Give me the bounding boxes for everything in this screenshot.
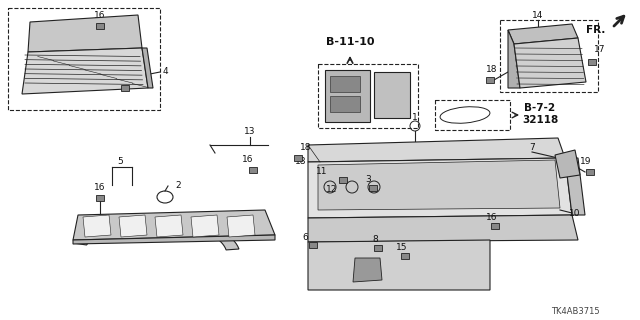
Text: 18: 18	[294, 157, 306, 166]
Polygon shape	[374, 72, 410, 118]
Bar	[486, 77, 494, 83]
Bar	[435, 100, 510, 130]
Text: 18: 18	[300, 143, 312, 153]
Bar	[309, 242, 317, 248]
Text: 15: 15	[396, 244, 408, 252]
Polygon shape	[565, 158, 585, 215]
Polygon shape	[308, 138, 565, 162]
Text: 11: 11	[316, 167, 328, 177]
Bar	[588, 59, 596, 65]
Polygon shape	[83, 215, 111, 237]
Bar	[249, 167, 257, 173]
Bar	[401, 253, 409, 259]
Polygon shape	[508, 24, 578, 44]
Polygon shape	[73, 210, 275, 240]
Polygon shape	[308, 215, 578, 242]
Polygon shape	[353, 258, 382, 282]
Bar	[500, 20, 598, 92]
Polygon shape	[119, 215, 147, 237]
Text: 1: 1	[412, 114, 418, 123]
Text: 19: 19	[580, 157, 592, 166]
Polygon shape	[28, 15, 142, 52]
Text: 17: 17	[115, 74, 125, 83]
Polygon shape	[155, 215, 183, 237]
Text: 12: 12	[326, 186, 338, 195]
Text: 16: 16	[94, 12, 106, 20]
Bar	[121, 85, 129, 91]
Polygon shape	[555, 150, 580, 178]
Text: 8: 8	[372, 236, 378, 244]
Polygon shape	[514, 38, 586, 88]
Bar	[96, 195, 104, 201]
Text: 4: 4	[163, 68, 168, 76]
Bar	[318, 64, 418, 128]
Text: FR.: FR.	[586, 25, 605, 35]
Text: B-11-10: B-11-10	[326, 37, 374, 47]
Polygon shape	[308, 240, 490, 290]
Text: 5: 5	[117, 157, 123, 166]
Bar	[294, 155, 302, 161]
Polygon shape	[74, 217, 239, 250]
Bar	[369, 185, 377, 191]
Text: 7: 7	[529, 143, 535, 153]
Text: 6: 6	[302, 234, 308, 243]
Bar	[374, 245, 382, 251]
Text: 16: 16	[94, 183, 106, 193]
Polygon shape	[508, 30, 520, 88]
Polygon shape	[318, 160, 560, 210]
Text: 18: 18	[486, 66, 498, 75]
Polygon shape	[142, 48, 153, 88]
Bar	[96, 23, 104, 29]
Text: TK4AB3715: TK4AB3715	[552, 308, 600, 316]
Text: B-7-2: B-7-2	[524, 103, 556, 113]
Polygon shape	[330, 76, 360, 92]
Polygon shape	[73, 235, 275, 244]
Text: 16: 16	[243, 156, 253, 164]
Text: 2: 2	[175, 180, 181, 189]
Text: 32118: 32118	[522, 115, 558, 125]
Polygon shape	[191, 215, 219, 237]
Polygon shape	[308, 158, 572, 218]
Text: 16: 16	[486, 213, 498, 222]
Text: 10: 10	[569, 209, 580, 218]
Polygon shape	[325, 70, 370, 122]
Polygon shape	[330, 96, 360, 112]
Text: 14: 14	[532, 12, 544, 20]
Polygon shape	[227, 215, 255, 237]
Polygon shape	[22, 48, 148, 94]
Text: 13: 13	[244, 127, 256, 137]
Text: 3: 3	[365, 175, 371, 185]
Bar	[491, 223, 499, 229]
Text: 9: 9	[365, 263, 371, 273]
Text: 17: 17	[594, 45, 605, 54]
Bar	[339, 177, 347, 183]
Bar	[8, 8, 160, 110]
Bar	[586, 169, 594, 175]
